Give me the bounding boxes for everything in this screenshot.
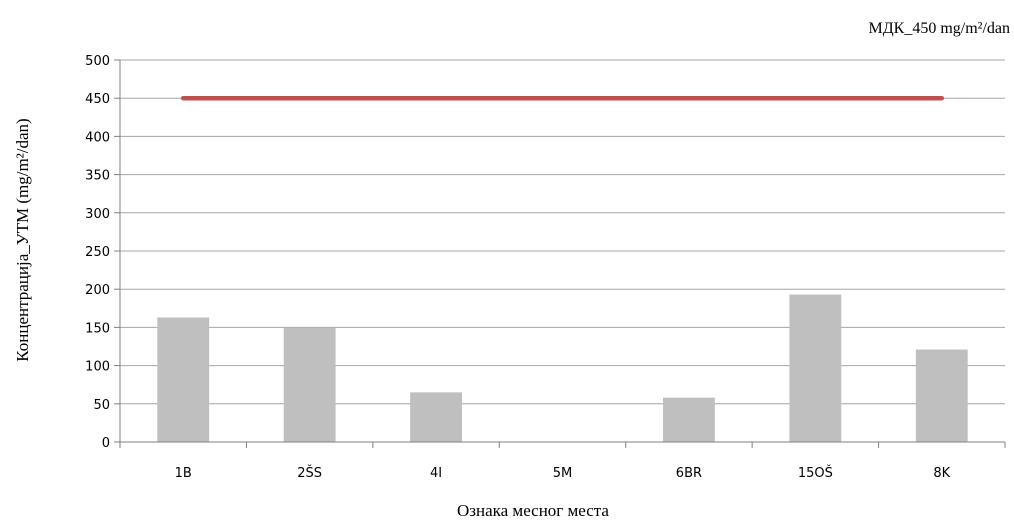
y-tick-label: 0 — [102, 436, 110, 451]
y-tick-label: 150 — [85, 321, 110, 336]
y-tick-label: 450 — [85, 92, 110, 107]
reference-line-label: МДК_450 mg/m²/dan — [869, 20, 1011, 37]
x-tick-label: 6BR — [676, 466, 702, 481]
y-tick-labels: 0 50 100 150 200 250 300 350 400 450 500 — [85, 54, 110, 451]
y-tick-label: 50 — [93, 398, 110, 413]
y-tick-label: 250 — [85, 245, 110, 260]
bar-4I — [410, 392, 462, 442]
bar-8K — [915, 349, 968, 442]
x-tick-label: 8K — [933, 466, 950, 481]
bar-15OŠ — [789, 294, 842, 442]
bar-2ŠS — [283, 327, 336, 442]
x-tick-label: 1B — [175, 466, 192, 481]
x-tick-label: 5M — [553, 466, 573, 481]
x-tick-label: 2ŠS — [297, 465, 322, 481]
axes — [119, 60, 1006, 448]
y-tick-label: 400 — [85, 130, 110, 145]
x-tick-label: 4I — [430, 466, 442, 481]
bar-1B — [157, 317, 210, 442]
y-tick-label: 100 — [85, 360, 110, 375]
x-tick-label: 15OŠ — [798, 465, 833, 481]
x-tick-labels: 1B 2ŠS 4I 5M 6BR 15OŠ 8K — [175, 465, 951, 481]
y-tick-label: 200 — [85, 283, 110, 298]
bar-6BR — [663, 397, 715, 442]
gridlines — [114, 59, 1005, 443]
y-tick-label: 500 — [85, 54, 110, 69]
y-axis-title: Концентрација_УТМ (mg/m²/dan) — [13, 118, 32, 361]
y-tick-label: 350 — [85, 169, 110, 184]
bars — [157, 294, 968, 442]
x-axis-title: Ознака месног места — [457, 501, 609, 520]
y-tick-label: 300 — [85, 207, 110, 222]
